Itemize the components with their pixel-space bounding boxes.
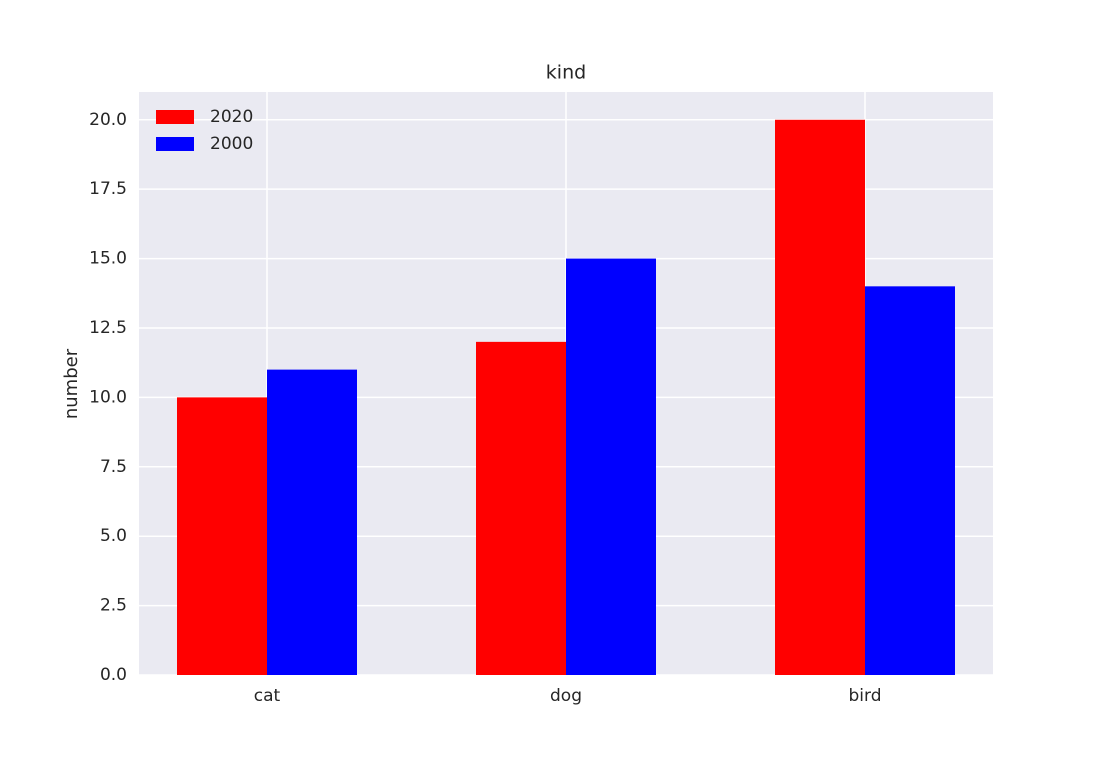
legend-label: 2020 [210,107,253,127]
bar [177,397,267,675]
y-tick-label: 10.0 [89,387,127,407]
y-tick-label: 7.5 [100,457,127,477]
x-tick-label: dog [550,686,582,706]
y-tick-label: 17.5 [89,179,127,199]
bar [476,341,566,675]
y-tick-label: 20.0 [89,110,127,130]
x-tick-label: bird [849,686,882,706]
legend-swatch [156,137,194,151]
y-tick-label: 0.0 [100,665,127,685]
bar [566,258,656,675]
bar [865,286,955,675]
y-tick-label: 12.5 [89,318,127,338]
chart-title: kind [546,62,586,84]
bar [775,119,865,675]
y-axis-label: number [61,348,82,419]
legend-label: 2000 [210,134,253,154]
bar [267,369,357,675]
y-tick-label: 2.5 [100,596,127,616]
y-tick-label: 5.0 [100,526,127,546]
x-tick-label: cat [254,686,281,706]
y-tick-label: 15.0 [89,249,127,269]
legend-swatch [156,110,194,124]
